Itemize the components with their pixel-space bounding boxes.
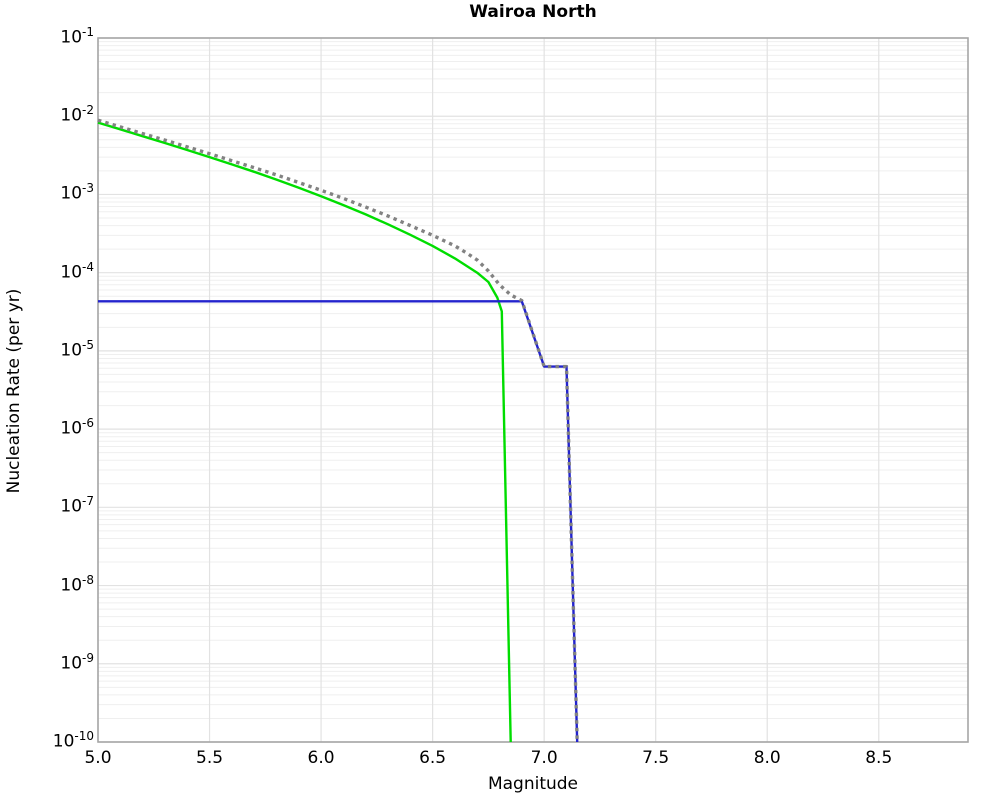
- x-tick-label: 8.5: [865, 748, 893, 768]
- x-tick-label: 8.0: [753, 748, 781, 768]
- y-tick-label: 10-5: [60, 337, 94, 361]
- y-axis-label: Nucleation Rate (per yr): [4, 288, 24, 494]
- x-tick-label: 7.5: [642, 748, 670, 768]
- y-tick-label: 10-10: [52, 728, 94, 752]
- y-tick-label: 10-4: [60, 259, 94, 283]
- y-tick-label: 10-8: [60, 572, 94, 596]
- series-incremental-rate-green: [97, 121, 512, 743]
- x-tick-label: 5.0: [84, 748, 112, 768]
- series-characteristic-rate-blue: [98, 300, 579, 743]
- y-tick-label: 10-2: [60, 103, 94, 126]
- y-tick-label: 10-3: [60, 181, 94, 205]
- y-tick-label: 10-1: [60, 24, 94, 48]
- series-total-rate-dotted: [97, 118, 579, 743]
- y-tick-label: 10-6: [60, 416, 94, 439]
- axes-frame: [97, 37, 969, 743]
- x-tick-label: 5.5: [196, 748, 224, 768]
- y-tick-label: 10-7: [60, 494, 94, 517]
- x-tick-label: 6.0: [307, 748, 335, 768]
- x-axis-label: Magnitude: [487, 774, 579, 794]
- y-tick-label: 10-9: [60, 650, 94, 674]
- chart-title: Wairoa North: [469, 2, 597, 22]
- x-tick-label: 6.5: [419, 748, 447, 768]
- x-tick-label: 7.0: [530, 748, 558, 768]
